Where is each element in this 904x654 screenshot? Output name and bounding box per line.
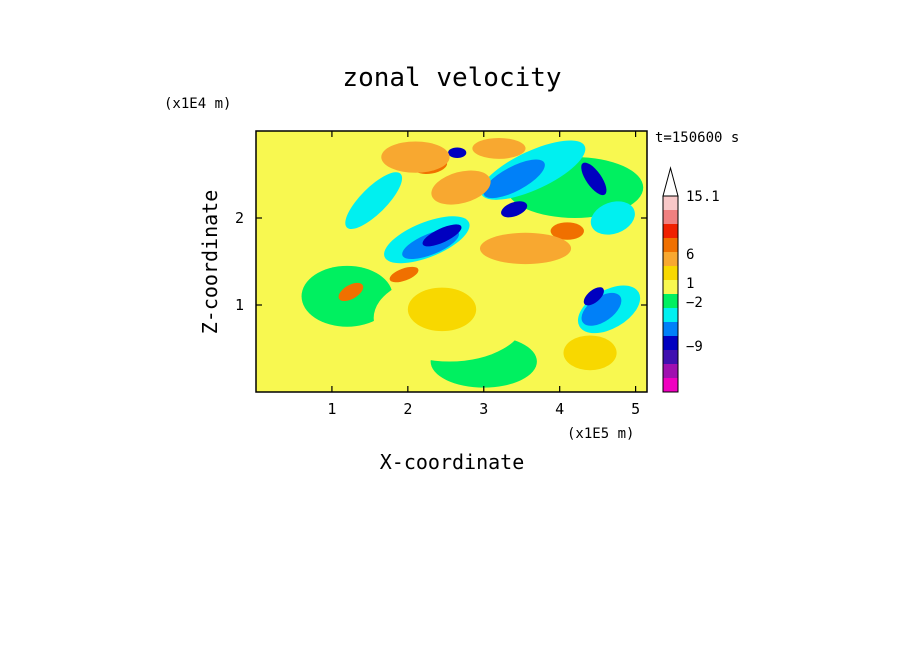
y-tick-label: 1 bbox=[235, 296, 244, 314]
field-region bbox=[563, 335, 617, 371]
field-region bbox=[479, 232, 572, 265]
chart-title: zonal velocity bbox=[342, 63, 561, 93]
colorbar-extend-arrow bbox=[662, 166, 679, 197]
field-region bbox=[422, 224, 462, 247]
field-region bbox=[267, 318, 336, 379]
colorbar-label: 15.1 bbox=[686, 189, 720, 205]
colorbar-label: 6 bbox=[686, 247, 694, 263]
field-region bbox=[389, 266, 419, 283]
field-region bbox=[550, 222, 584, 240]
colorbar-label: 1 bbox=[686, 276, 694, 292]
field-region bbox=[501, 201, 528, 218]
y-scale-label: (x1E4 m) bbox=[164, 96, 231, 112]
field-region bbox=[278, 157, 370, 227]
plot-frame bbox=[255, 130, 648, 393]
field-region bbox=[448, 147, 467, 158]
heatmap-field bbox=[256, 131, 647, 392]
field-region bbox=[590, 201, 635, 235]
colorbar-segment bbox=[663, 266, 678, 280]
colorbar: 15.1 6 1 −2 −9 bbox=[662, 166, 720, 393]
colorbar-label: −2 bbox=[686, 295, 703, 311]
colorbar-segment bbox=[663, 224, 678, 238]
colorbar-segment bbox=[663, 238, 678, 252]
x-tick-label: 5 bbox=[631, 400, 640, 418]
x-tick-label: 4 bbox=[555, 400, 564, 418]
field-region bbox=[381, 141, 450, 173]
colorbar-segment bbox=[663, 350, 678, 364]
colorbar-segment bbox=[663, 196, 678, 210]
field-regions bbox=[267, 137, 644, 388]
field-region bbox=[431, 170, 491, 205]
field-region bbox=[345, 172, 403, 229]
colorbar-segment bbox=[663, 364, 678, 378]
field-region bbox=[581, 292, 622, 326]
colorbar-segment bbox=[663, 378, 678, 392]
x-axis-ticks: 1 2 3 4 5 bbox=[327, 131, 640, 418]
field-region bbox=[472, 137, 526, 159]
x-tick-label: 1 bbox=[327, 400, 336, 418]
colorbar-segment bbox=[663, 322, 678, 336]
x-scale-label: (x1E5 m) bbox=[567, 426, 634, 442]
colorbar-frame bbox=[662, 195, 679, 393]
x-axis-label: X-coordinate bbox=[380, 450, 525, 474]
x-tick-label: 3 bbox=[479, 400, 488, 418]
x-tick-label: 2 bbox=[403, 400, 412, 418]
y-tick-label: 2 bbox=[235, 209, 244, 227]
y-axis-ticks: 12 bbox=[235, 209, 647, 314]
field-region bbox=[338, 282, 364, 302]
colorbar-segment bbox=[663, 280, 678, 294]
colorbar-segment bbox=[663, 336, 678, 350]
time-label: t=150600 s bbox=[655, 130, 739, 146]
colorbar-segment bbox=[663, 308, 678, 322]
colorbar-segment bbox=[663, 210, 678, 224]
colorbar-segment bbox=[663, 294, 678, 308]
y-axis-label: Z-coordinate bbox=[198, 190, 222, 335]
field-region bbox=[583, 287, 604, 306]
field-region bbox=[581, 162, 607, 196]
field-region bbox=[407, 287, 477, 332]
colorbar-segment bbox=[663, 252, 678, 266]
field-region bbox=[483, 159, 545, 199]
colorbar-label: −9 bbox=[686, 339, 703, 355]
